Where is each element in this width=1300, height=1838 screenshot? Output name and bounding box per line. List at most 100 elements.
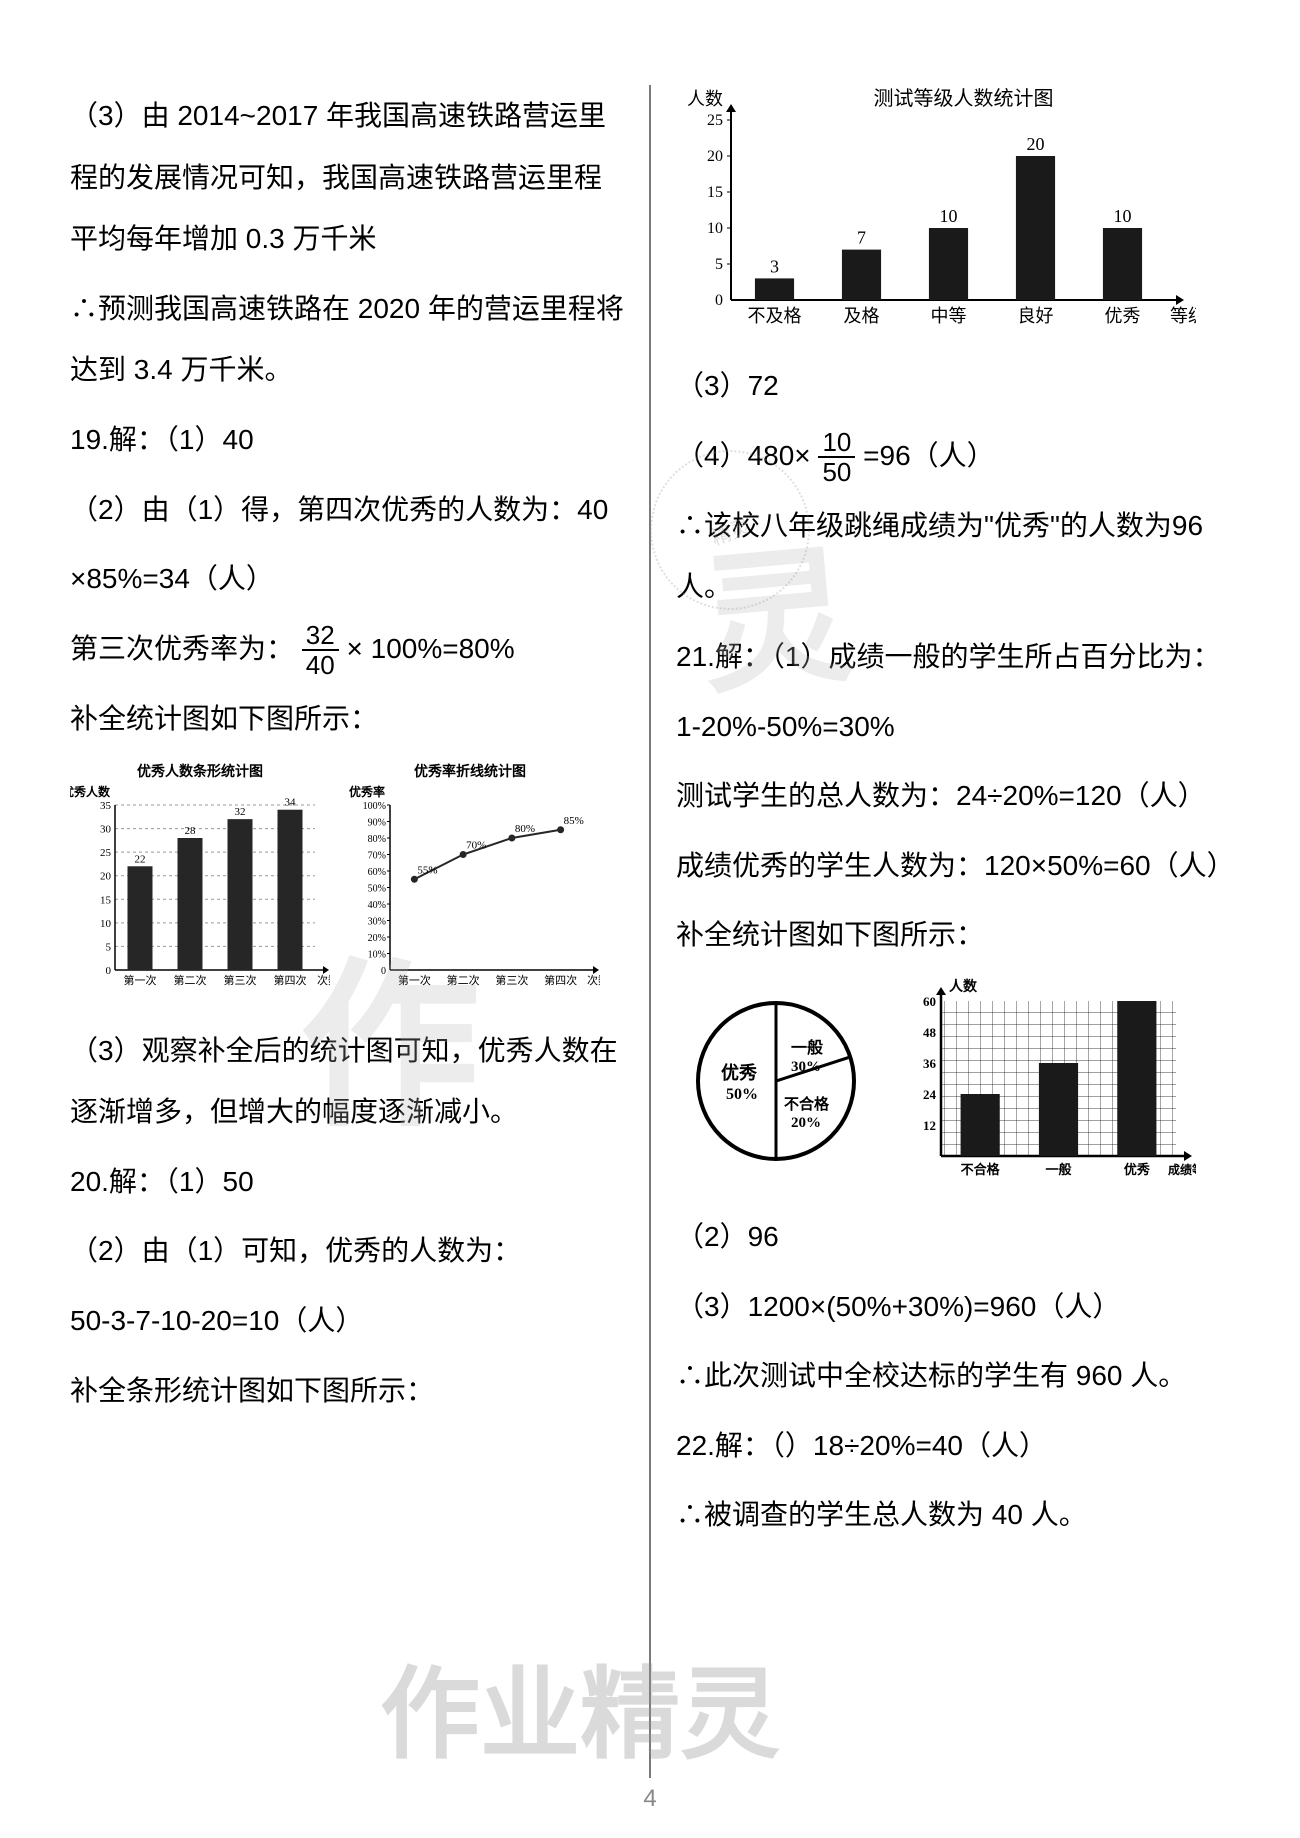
text-paragraph: 补全条形统计图如下图所示：	[70, 1360, 624, 1422]
svg-text:5: 5	[715, 256, 723, 273]
text-paragraph: 成绩优秀的学生人数为：120×50%=60（人）	[676, 835, 1230, 897]
text-span: × 100%=80%	[347, 633, 515, 664]
svg-text:80%: 80%	[515, 823, 535, 835]
text-span: =96（人）	[863, 440, 995, 471]
text-paragraph: （3）由 2014~2017 年我国高速铁路营运里程的发展情况可知，我国高速铁路…	[70, 85, 624, 270]
svg-text:85%: 85%	[564, 814, 584, 826]
svg-text:36: 36	[923, 1056, 937, 1071]
text-paragraph: （2）由（1）可知，优秀的人数为：	[70, 1220, 624, 1282]
line-chart-excellent-rate: 优秀率折线统计图优秀率10%20%30%40%50%60%70%80%90%10…	[340, 760, 600, 1000]
svg-text:32: 32	[235, 806, 246, 818]
pie-chart-results: 优秀50%一般30%不合格20%	[676, 981, 886, 1181]
svg-text:50%: 50%	[726, 1086, 758, 1103]
svg-text:优秀率折线统计图: 优秀率折线统计图	[414, 763, 526, 780]
text-paragraph: 第三次优秀率为： 32 40 × 100%=80%	[70, 618, 624, 680]
svg-text:第二次: 第二次	[447, 973, 480, 987]
fraction-numerator: 10	[818, 428, 855, 459]
svg-text:100%: 100%	[363, 801, 386, 812]
text-paragraph: 测试学生的总人数为：24÷20%=120（人）	[676, 765, 1230, 827]
svg-text:25: 25	[100, 847, 112, 859]
svg-text:中等: 中等	[931, 306, 967, 326]
page-number: 4	[643, 1785, 656, 1813]
svg-text:20: 20	[707, 148, 723, 165]
svg-text:60: 60	[923, 994, 936, 1009]
svg-text:10%: 10%	[368, 949, 386, 960]
svg-text:及格: 及格	[844, 306, 880, 326]
svg-text:34: 34	[285, 796, 297, 808]
svg-text:第三次: 第三次	[224, 973, 257, 987]
svg-text:第三次: 第三次	[495, 973, 528, 987]
text-paragraph: 20.解：（1）50	[70, 1151, 624, 1213]
svg-text:15: 15	[100, 894, 112, 906]
fraction: 32 40	[302, 621, 339, 680]
chart-pair-row: 优秀50%一般30%不合格20% 人数1224364860不合格一般优秀成绩等级	[676, 976, 1230, 1186]
svg-text:20%: 20%	[791, 1115, 821, 1131]
svg-text:80%: 80%	[368, 834, 386, 845]
fraction-denominator: 50	[818, 458, 855, 487]
svg-text:良好: 良好	[1018, 306, 1054, 326]
svg-text:0: 0	[715, 292, 723, 309]
text-paragraph: （3）观察补全后的统计图可知，优秀人数在逐渐增多，但增大的幅度逐渐减小。	[70, 1020, 624, 1143]
svg-text:5: 5	[106, 941, 112, 953]
text-paragraph: 50-3-7-10-20=10（人）	[70, 1290, 624, 1352]
svg-text:28: 28	[185, 825, 197, 837]
page-container: （3）由 2014~2017 年我国高速铁路营运里程的发展情况可知，我国高速铁路…	[0, 0, 1300, 1838]
text-span: 第三次优秀率为：	[70, 633, 294, 664]
svg-text:70%: 70%	[368, 850, 386, 861]
bar-chart-results: 人数1224364860不合格一般优秀成绩等级	[896, 976, 1196, 1186]
svg-text:40%: 40%	[368, 900, 386, 911]
text-paragraph: （2）由（1）得，第四次优秀的人数为：40	[70, 479, 624, 541]
svg-text:优秀: 优秀	[721, 1062, 757, 1083]
svg-text:第一次: 第一次	[398, 973, 431, 987]
svg-text:第四次: 第四次	[544, 973, 577, 987]
svg-text:22: 22	[135, 853, 146, 865]
svg-text:人数: 人数	[949, 978, 978, 995]
chart-pair-row: 优秀人数条形统计图优秀人数5101520253035022第一次28第二次32第…	[70, 760, 624, 1000]
left-column: （3）由 2014~2017 年我国高速铁路营运里程的发展情况可知，我国高速铁路…	[70, 85, 624, 1778]
text-paragraph: 19.解：（1）40	[70, 409, 624, 471]
svg-text:0: 0	[106, 965, 112, 977]
svg-text:10: 10	[707, 220, 723, 237]
svg-text:第一次: 第一次	[124, 973, 157, 987]
svg-text:人数: 人数	[687, 89, 723, 109]
bar-chart-excellent-count: 优秀人数条形统计图优秀人数5101520253035022第一次28第二次32第…	[70, 760, 330, 1000]
text-paragraph: 21.解：（1）成绩一般的学生所占百分比为：	[676, 626, 1230, 688]
bar-chart-test-levels: 人数测试等级人数统计图51015202503不及格7及格10中等20良好10优秀…	[676, 85, 1230, 335]
svg-text:不合格: 不合格	[961, 1162, 1001, 1177]
svg-text:3: 3	[770, 256, 779, 276]
svg-text:成绩等级: 成绩等级	[1168, 1162, 1196, 1177]
text-paragraph: （2）96	[676, 1206, 1230, 1268]
svg-text:第二次: 第二次	[174, 973, 207, 987]
svg-text:次数: 次数	[587, 973, 600, 987]
svg-text:60%: 60%	[368, 867, 386, 878]
svg-text:25: 25	[707, 112, 723, 129]
text-paragraph: （3）72	[676, 355, 1230, 417]
fraction-numerator: 32	[302, 621, 339, 652]
fraction: 10 50	[818, 428, 855, 487]
svg-text:不合格: 不合格	[784, 1095, 830, 1113]
text-paragraph: ×85%=34（人）	[70, 548, 624, 610]
text-paragraph: （3）1200×(50%+30%)=960（人）	[676, 1276, 1230, 1338]
svg-text:优秀: 优秀	[1124, 1162, 1151, 1177]
svg-text:30%: 30%	[791, 1059, 821, 1075]
text-paragraph: 补全统计图如下图所示：	[676, 904, 1230, 966]
svg-text:24: 24	[923, 1087, 937, 1102]
svg-text:12: 12	[923, 1118, 936, 1133]
text-paragraph: ∴此次测试中全校达标的学生有 960 人。	[676, 1345, 1230, 1407]
fraction-denominator: 40	[302, 651, 339, 680]
svg-text:70%: 70%	[466, 839, 486, 851]
svg-text:7: 7	[857, 228, 866, 248]
svg-text:20: 20	[100, 870, 112, 882]
svg-text:10: 10	[100, 917, 112, 929]
svg-text:优秀: 优秀	[1105, 306, 1141, 326]
svg-text:次数: 次数	[317, 973, 330, 987]
svg-text:50%: 50%	[368, 883, 386, 894]
svg-text:一般: 一般	[1045, 1162, 1071, 1177]
svg-text:10: 10	[1114, 206, 1132, 226]
right-column: 人数测试等级人数统计图51015202503不及格7及格10中等20良好10优秀…	[676, 85, 1230, 1778]
text-paragraph: 补全统计图如下图所示：	[70, 688, 624, 750]
text-paragraph: 22.解：（）18÷20%=40（人）	[676, 1415, 1230, 1477]
svg-text:优秀人数: 优秀人数	[70, 784, 111, 799]
svg-text:优秀率: 优秀率	[349, 784, 385, 799]
svg-text:0: 0	[381, 966, 386, 977]
